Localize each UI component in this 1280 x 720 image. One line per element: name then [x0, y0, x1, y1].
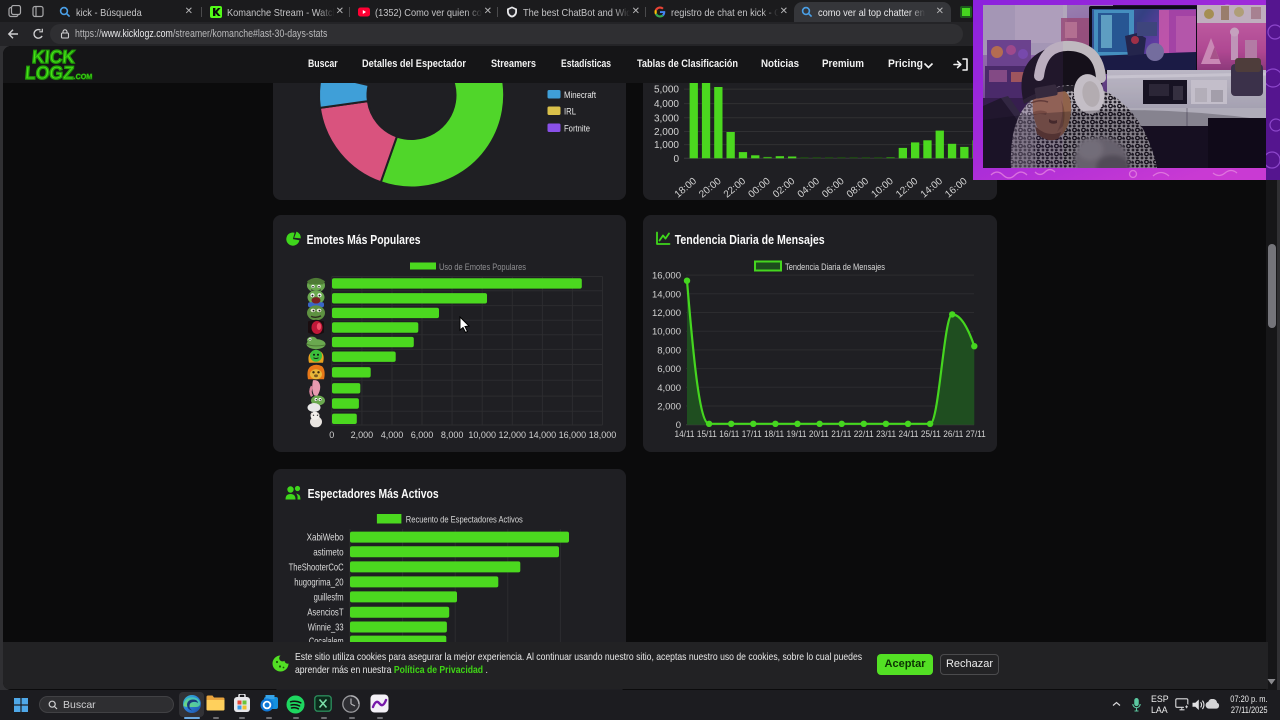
svg-text:XabiWebo: XabiWebo	[307, 531, 344, 543]
svg-text:22:00: 22:00	[722, 176, 749, 200]
svg-text:Espectadores Más Activos: Espectadores Más Activos	[308, 486, 439, 500]
svg-text:16/11: 16/11	[719, 429, 739, 440]
svg-text:5,000: 5,000	[654, 85, 679, 96]
svg-text:14,000: 14,000	[529, 430, 557, 440]
svg-text:guillesfm: guillesfm	[314, 591, 344, 603]
svg-text:Tendencia Diaria de Mensajes: Tendencia Diaria de Mensajes	[675, 232, 825, 246]
svg-text:25/11: 25/11	[921, 429, 941, 440]
svg-text:14,000: 14,000	[652, 289, 681, 300]
svg-text:14/11: 14/11	[675, 429, 695, 440]
svg-text:22/11: 22/11	[854, 429, 874, 440]
svg-text:Winnie_33: Winnie_33	[308, 621, 344, 633]
svg-text:Tendencia Diaria de Mensajes: Tendencia Diaria de Mensajes	[785, 262, 885, 273]
svg-text:0: 0	[673, 154, 679, 165]
svg-text:4,000: 4,000	[654, 99, 679, 110]
svg-text:10,000: 10,000	[468, 430, 496, 440]
svg-text:4,000: 4,000	[657, 382, 681, 393]
svg-text:hugogrima_20: hugogrima_20	[294, 576, 344, 588]
svg-text:1,000: 1,000	[654, 140, 679, 151]
svg-text:0: 0	[676, 420, 681, 431]
svg-text:4,000: 4,000	[381, 430, 404, 440]
svg-text:6,000: 6,000	[411, 430, 434, 440]
svg-text:06:00: 06:00	[820, 176, 847, 200]
svg-text:04:00: 04:00	[796, 176, 823, 200]
svg-text:Recuento de Espectadores Activ: Recuento de Espectadores Activos	[406, 514, 523, 525]
svg-text:08:00: 08:00	[845, 176, 872, 200]
svg-text:21/11: 21/11	[831, 429, 851, 440]
svg-text:12:00: 12:00	[894, 176, 921, 200]
svg-text:AsenciosT: AsenciosT	[307, 606, 344, 618]
svg-text:27/11: 27/11	[966, 429, 986, 440]
svg-text:02:00: 02:00	[771, 176, 798, 200]
svg-text:2,000: 2,000	[657, 401, 681, 412]
svg-text:8,000: 8,000	[441, 430, 464, 440]
svg-text:18/11: 18/11	[764, 429, 784, 440]
svg-text:16:00: 16:00	[943, 176, 970, 200]
svg-text:17/11: 17/11	[742, 429, 762, 440]
svg-text:Fortnite: Fortnite	[564, 124, 590, 135]
svg-text:20:00: 20:00	[697, 176, 724, 200]
svg-text:20/11: 20/11	[809, 429, 829, 440]
svg-text:00:00: 00:00	[746, 176, 773, 200]
svg-text:16,000: 16,000	[652, 270, 681, 281]
svg-text:Emotes Más Populares: Emotes Más Populares	[307, 232, 421, 246]
svg-text:8,000: 8,000	[657, 345, 681, 356]
svg-text:24/11: 24/11	[899, 429, 919, 440]
svg-text:18,000: 18,000	[589, 430, 617, 440]
svg-text:Uso de Emotes Populares: Uso de Emotes Populares	[439, 262, 526, 273]
svg-text:3,000: 3,000	[654, 113, 679, 124]
svg-text:10,000: 10,000	[652, 326, 681, 337]
svg-text:19/11: 19/11	[787, 429, 807, 440]
svg-text:14:00: 14:00	[919, 176, 946, 200]
svg-text:16,000: 16,000	[559, 430, 587, 440]
svg-text:15/11: 15/11	[697, 429, 717, 440]
svg-text:23/11: 23/11	[876, 429, 896, 440]
svg-text:2,000: 2,000	[351, 430, 374, 440]
svg-text:2,000: 2,000	[654, 127, 679, 138]
svg-text:12,000: 12,000	[652, 308, 681, 319]
svg-text:Minecraft: Minecraft	[564, 90, 596, 101]
svg-text:10:00: 10:00	[869, 176, 896, 200]
svg-text:TheShooterCoC: TheShooterCoC	[289, 561, 344, 573]
svg-text:12,000: 12,000	[499, 430, 527, 440]
svg-text:0: 0	[329, 430, 334, 440]
svg-text:6,000: 6,000	[657, 364, 681, 375]
svg-text:26/11: 26/11	[943, 429, 963, 440]
svg-text:IRL: IRL	[564, 107, 576, 118]
svg-text:18:00: 18:00	[673, 176, 700, 200]
svg-text:astimeto: astimeto	[313, 546, 344, 558]
